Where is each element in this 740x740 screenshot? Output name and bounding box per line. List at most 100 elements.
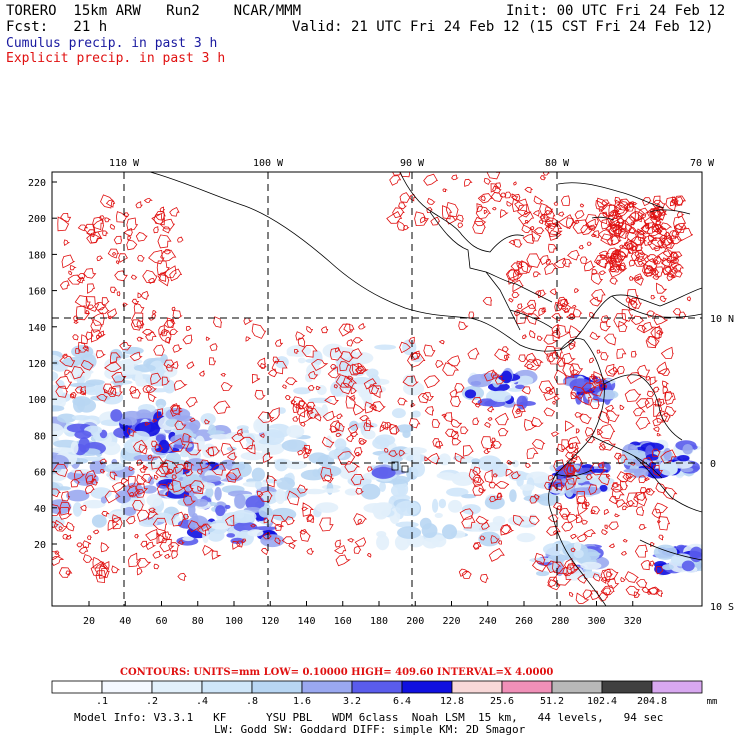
explicit-contour xyxy=(570,453,578,461)
explicit-contour xyxy=(673,196,685,207)
precip-shade xyxy=(303,488,326,495)
explicit-contour xyxy=(411,350,420,360)
explicit-contour xyxy=(153,344,165,356)
explicit-contour xyxy=(625,473,634,480)
explicit-contour xyxy=(177,236,184,243)
explicit-contour xyxy=(492,473,499,478)
explicit-contour xyxy=(208,357,217,366)
precip-shade xyxy=(516,395,528,410)
explicit-contour xyxy=(132,500,144,512)
y-tick-label: 160 xyxy=(28,287,46,298)
explicit-contour xyxy=(649,560,656,567)
explicit-contour xyxy=(155,465,172,478)
explicit-contour xyxy=(171,306,176,311)
explicit-contour xyxy=(517,303,523,309)
explicit-contour xyxy=(145,528,161,541)
explicit-contour xyxy=(399,172,411,178)
explicit-contour xyxy=(461,570,473,579)
precip-shade xyxy=(52,371,59,382)
explicit-contour xyxy=(600,315,610,324)
explicit-contour xyxy=(183,494,197,506)
explicit-contour xyxy=(76,542,83,548)
explicit-contour xyxy=(544,263,558,276)
border-colombia-venezuela xyxy=(603,374,683,441)
explicit-contour xyxy=(270,514,286,528)
precip-shade xyxy=(397,481,409,497)
explicit-contour xyxy=(90,479,99,486)
explicit-contour xyxy=(567,249,580,261)
explicit-contour xyxy=(110,286,118,294)
explicit-contour xyxy=(57,216,70,232)
y-tick-label: 180 xyxy=(28,250,46,261)
explicit-contour xyxy=(634,491,647,501)
explicit-contour xyxy=(61,254,76,269)
explicit-contour xyxy=(654,502,669,514)
explicit-contour xyxy=(655,482,668,494)
explicit-contour xyxy=(226,452,238,461)
explicit-contour xyxy=(491,206,497,211)
explicit-contour xyxy=(595,259,601,265)
explicit-contour xyxy=(634,249,646,261)
precip-shade xyxy=(325,435,333,451)
explicit-contour xyxy=(162,265,177,278)
precip-shade xyxy=(71,415,91,421)
precip-shade xyxy=(308,397,332,404)
explicit-contour xyxy=(213,316,223,328)
explicit-contour xyxy=(102,383,116,395)
explicit-contour xyxy=(561,521,574,532)
explicit-contour xyxy=(185,397,198,408)
explicit-contour xyxy=(600,585,615,596)
forecast-hour: Fcst: 21 h xyxy=(6,19,108,35)
explicit-contour xyxy=(171,404,183,416)
precip-shade xyxy=(371,467,396,479)
explicit-contour xyxy=(580,224,594,236)
explicit-contour xyxy=(523,418,538,431)
explicit-contour xyxy=(548,243,558,253)
precip-shade xyxy=(581,486,602,496)
lon-label: 110 W xyxy=(109,158,140,169)
explicit-contour xyxy=(666,273,675,282)
explicit-contour xyxy=(550,431,560,437)
explicit-contour xyxy=(524,186,534,194)
explicit-contour xyxy=(625,500,635,507)
explicit-contour xyxy=(302,502,314,517)
explicit-contour xyxy=(605,473,611,478)
explicit-contour xyxy=(635,579,648,588)
explicit-contour xyxy=(419,216,428,224)
explicit-contour xyxy=(472,220,486,235)
precip-shade xyxy=(149,360,167,377)
explicit-contour xyxy=(674,269,683,278)
explicit-contour xyxy=(653,245,662,252)
explicit-contour xyxy=(352,337,364,344)
precip-shade xyxy=(421,523,438,538)
precip-shade xyxy=(209,522,232,530)
explicit-contour xyxy=(357,322,367,330)
explicit-contour xyxy=(476,203,484,213)
explicit-contour xyxy=(500,525,515,535)
explicit-contour xyxy=(516,260,523,269)
explicit-contour xyxy=(421,392,435,401)
explicit-contour xyxy=(617,222,625,227)
explicit-contour xyxy=(211,463,227,476)
explicit-contour xyxy=(581,519,588,525)
explicit-contour xyxy=(461,515,476,529)
explicit-contour xyxy=(562,362,575,378)
coastline-venezuela xyxy=(611,295,702,318)
explicit-contour xyxy=(319,517,334,532)
explicit-contour xyxy=(533,493,541,500)
precip-shade xyxy=(104,367,120,380)
precip-shade xyxy=(286,424,305,439)
explicit-contour xyxy=(107,315,113,320)
explicit-contour xyxy=(602,587,612,595)
explicit-contour xyxy=(617,201,629,211)
explicit-contour xyxy=(614,196,624,204)
precip-shade xyxy=(395,521,419,528)
explicit-contour xyxy=(457,222,464,228)
colorbar-label: .8 xyxy=(246,696,258,707)
explicit-contour xyxy=(426,197,436,205)
explicit-contour xyxy=(537,289,547,299)
precip-shade xyxy=(89,459,107,475)
precip-shade xyxy=(207,430,225,435)
cumulus-legend-label: Cumulus precip. in past 3 h xyxy=(6,36,218,51)
explicit-contour xyxy=(118,253,128,263)
